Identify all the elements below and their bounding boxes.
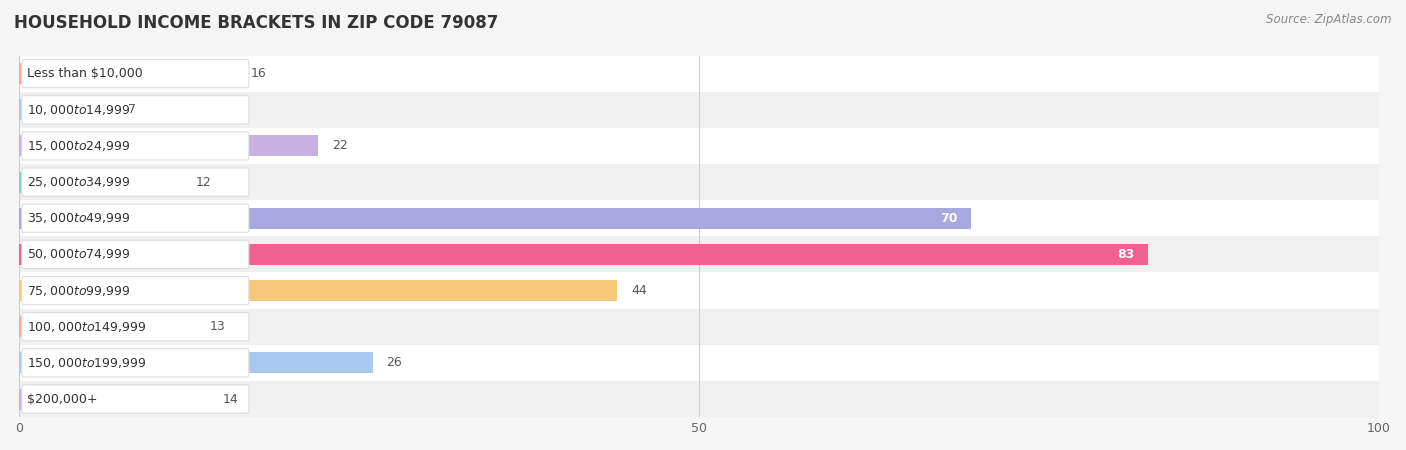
FancyBboxPatch shape bbox=[21, 204, 249, 232]
Text: 12: 12 bbox=[195, 176, 211, 189]
Text: $50,000 to $74,999: $50,000 to $74,999 bbox=[27, 248, 131, 261]
Text: 26: 26 bbox=[387, 356, 402, 369]
Bar bbox=[20, 345, 1379, 381]
Text: 44: 44 bbox=[631, 284, 647, 297]
Text: $15,000 to $24,999: $15,000 to $24,999 bbox=[27, 139, 131, 153]
Text: 14: 14 bbox=[224, 392, 239, 405]
Text: 16: 16 bbox=[250, 67, 266, 80]
Bar bbox=[20, 200, 1379, 236]
Bar bbox=[20, 208, 972, 229]
Text: $35,000 to $49,999: $35,000 to $49,999 bbox=[27, 211, 131, 225]
Text: Less than $10,000: Less than $10,000 bbox=[27, 67, 143, 80]
Text: $10,000 to $14,999: $10,000 to $14,999 bbox=[27, 103, 131, 117]
FancyBboxPatch shape bbox=[21, 168, 249, 196]
Text: 70: 70 bbox=[941, 212, 957, 225]
FancyBboxPatch shape bbox=[21, 96, 249, 124]
Text: 22: 22 bbox=[332, 140, 347, 153]
Text: 7: 7 bbox=[128, 103, 136, 116]
Bar bbox=[20, 388, 209, 410]
Bar bbox=[20, 244, 1147, 265]
Bar bbox=[20, 164, 1379, 200]
Bar bbox=[20, 381, 1379, 417]
Bar bbox=[20, 63, 236, 84]
Text: $100,000 to $149,999: $100,000 to $149,999 bbox=[27, 320, 146, 334]
Bar bbox=[20, 128, 1379, 164]
FancyBboxPatch shape bbox=[21, 132, 249, 160]
FancyBboxPatch shape bbox=[21, 276, 249, 305]
Bar bbox=[20, 99, 114, 120]
Text: 83: 83 bbox=[1116, 248, 1135, 261]
Bar bbox=[20, 236, 1379, 273]
Bar bbox=[20, 135, 318, 157]
FancyBboxPatch shape bbox=[21, 385, 249, 413]
Bar bbox=[20, 171, 183, 193]
Text: $75,000 to $99,999: $75,000 to $99,999 bbox=[27, 284, 131, 297]
Bar bbox=[20, 309, 1379, 345]
Bar bbox=[20, 92, 1379, 128]
Bar bbox=[20, 316, 195, 337]
Text: Source: ZipAtlas.com: Source: ZipAtlas.com bbox=[1267, 14, 1392, 27]
Text: 13: 13 bbox=[209, 320, 225, 333]
Bar bbox=[20, 273, 1379, 309]
Text: HOUSEHOLD INCOME BRACKETS IN ZIP CODE 79087: HOUSEHOLD INCOME BRACKETS IN ZIP CODE 79… bbox=[14, 14, 499, 32]
Text: $200,000+: $200,000+ bbox=[27, 392, 97, 405]
Text: $150,000 to $199,999: $150,000 to $199,999 bbox=[27, 356, 146, 370]
Bar bbox=[20, 55, 1379, 92]
FancyBboxPatch shape bbox=[21, 59, 249, 88]
Bar bbox=[20, 352, 373, 374]
FancyBboxPatch shape bbox=[21, 240, 249, 269]
Bar bbox=[20, 280, 617, 301]
FancyBboxPatch shape bbox=[21, 313, 249, 341]
Text: $25,000 to $34,999: $25,000 to $34,999 bbox=[27, 175, 131, 189]
FancyBboxPatch shape bbox=[21, 349, 249, 377]
